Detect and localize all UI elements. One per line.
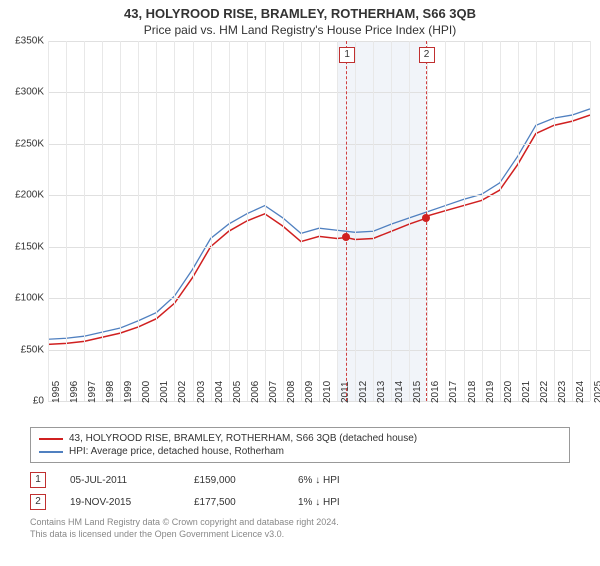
grid-line-v: [554, 41, 555, 401]
grid-line-v: [48, 41, 49, 401]
y-axis-label: £0: [33, 396, 48, 407]
sale-marker-box: 1: [30, 472, 46, 488]
grid-line-v: [66, 41, 67, 401]
legend-swatch: [39, 438, 63, 440]
grid-line-v: [193, 41, 194, 401]
chart-container: 43, HOLYROOD RISE, BRAMLEY, ROTHERHAM, S…: [0, 6, 600, 566]
grid-line-v: [301, 41, 302, 401]
grid-line-v: [138, 41, 139, 401]
grid-line-v: [536, 41, 537, 401]
event-dashed-line: [346, 41, 347, 401]
sale-price: £159,000: [194, 475, 274, 486]
x-axis-label: 2000: [141, 381, 152, 403]
x-axis-label: 2013: [376, 381, 387, 403]
grid-line-v: [355, 41, 356, 401]
x-axis-label: 1998: [105, 381, 116, 403]
footer: Contains HM Land Registry data © Crown c…: [30, 517, 570, 540]
sale-dot: [342, 233, 350, 241]
y-axis-label: £50K: [21, 344, 48, 355]
grid-line-v: [84, 41, 85, 401]
legend: 43, HOLYROOD RISE, BRAMLEY, ROTHERHAM, S…: [30, 427, 570, 463]
legend-row: HPI: Average price, detached house, Roth…: [39, 445, 561, 458]
x-axis-label: 2016: [430, 381, 441, 403]
x-axis-label: 2010: [322, 381, 333, 403]
x-axis-label: 2023: [557, 381, 568, 403]
x-axis-label: 1995: [51, 381, 62, 403]
chart-plot-area: £0£50K£100K£150K£200K£250K£300K£350K1995…: [48, 41, 590, 401]
grid-line-v: [337, 41, 338, 401]
sale-row: 2 19-NOV-2015 £177,500 1% ↓ HPI: [30, 491, 570, 513]
grid-line-v: [409, 41, 410, 401]
x-axis-label: 2024: [575, 381, 586, 403]
grid-line-v: [265, 41, 266, 401]
grid-line-v: [590, 41, 591, 401]
grid-line-v: [229, 41, 230, 401]
x-axis-label: 2003: [196, 381, 207, 403]
x-axis-label: 2019: [485, 381, 496, 403]
sale-delta: 6% ↓ HPI: [298, 475, 388, 486]
sale-price: £177,500: [194, 497, 274, 508]
sale-dot: [422, 214, 430, 222]
x-axis-label: 2025: [593, 381, 600, 403]
y-axis-label: £200K: [15, 190, 48, 201]
x-axis-label: 2018: [467, 381, 478, 403]
x-axis-label: 2012: [358, 381, 369, 403]
x-axis-label: 2017: [448, 381, 459, 403]
grid-line-v: [319, 41, 320, 401]
sale-row: 1 05-JUL-2011 £159,000 6% ↓ HPI: [30, 469, 570, 491]
grid-line-v: [373, 41, 374, 401]
x-axis-label: 2009: [304, 381, 315, 403]
x-axis-label: 2007: [268, 381, 279, 403]
grid-line-v: [572, 41, 573, 401]
x-axis-label: 1996: [69, 381, 80, 403]
x-axis-label: 2001: [159, 381, 170, 403]
grid-line-v: [283, 41, 284, 401]
grid-line-v: [518, 41, 519, 401]
footer-line-1: Contains HM Land Registry data © Crown c…: [30, 517, 570, 529]
sale-delta: 1% ↓ HPI: [298, 497, 388, 508]
grid-line-v: [174, 41, 175, 401]
y-axis-label: £250K: [15, 138, 48, 149]
chart-title: 43, HOLYROOD RISE, BRAMLEY, ROTHERHAM, S…: [0, 6, 600, 21]
grid-line-v: [120, 41, 121, 401]
x-axis-label: 2002: [177, 381, 188, 403]
x-axis-label: 2021: [521, 381, 532, 403]
sale-date: 05-JUL-2011: [70, 475, 170, 486]
y-axis-label: £350K: [15, 36, 48, 47]
x-axis-label: 2022: [539, 381, 550, 403]
x-axis-label: 2004: [214, 381, 225, 403]
y-axis-label: £150K: [15, 241, 48, 252]
x-axis-label: 2005: [232, 381, 243, 403]
grid-line-v: [464, 41, 465, 401]
grid-line-v: [102, 41, 103, 401]
x-axis-label: 1999: [123, 381, 134, 403]
grid-line-v: [247, 41, 248, 401]
chart-subtitle: Price paid vs. HM Land Registry's House …: [0, 23, 600, 37]
x-axis-label: 2015: [412, 381, 423, 403]
grid-line-v: [445, 41, 446, 401]
x-axis-label: 1997: [87, 381, 98, 403]
legend-row: 43, HOLYROOD RISE, BRAMLEY, ROTHERHAM, S…: [39, 432, 561, 445]
event-marker-box: 1: [339, 47, 355, 63]
x-axis-label: 2008: [286, 381, 297, 403]
grid-line-v: [482, 41, 483, 401]
x-axis-label: 2014: [394, 381, 405, 403]
grid-line-v: [500, 41, 501, 401]
x-axis-label: 2006: [250, 381, 261, 403]
grid-line-v: [156, 41, 157, 401]
footer-line-2: This data is licensed under the Open Gov…: [30, 529, 570, 541]
grid-line-v: [391, 41, 392, 401]
x-axis-label: 2020: [503, 381, 514, 403]
sale-marker-box: 2: [30, 494, 46, 510]
sales-table: 1 05-JUL-2011 £159,000 6% ↓ HPI 2 19-NOV-2015…: [30, 469, 570, 513]
legend-label: 43, HOLYROOD RISE, BRAMLEY, ROTHERHAM, S…: [69, 433, 417, 444]
y-axis-label: £300K: [15, 87, 48, 98]
legend-swatch: [39, 451, 63, 453]
y-axis-label: £100K: [15, 293, 48, 304]
legend-label: HPI: Average price, detached house, Roth…: [69, 446, 284, 457]
event-marker-box: 2: [419, 47, 435, 63]
sale-date: 19-NOV-2015: [70, 497, 170, 508]
grid-line-v: [211, 41, 212, 401]
